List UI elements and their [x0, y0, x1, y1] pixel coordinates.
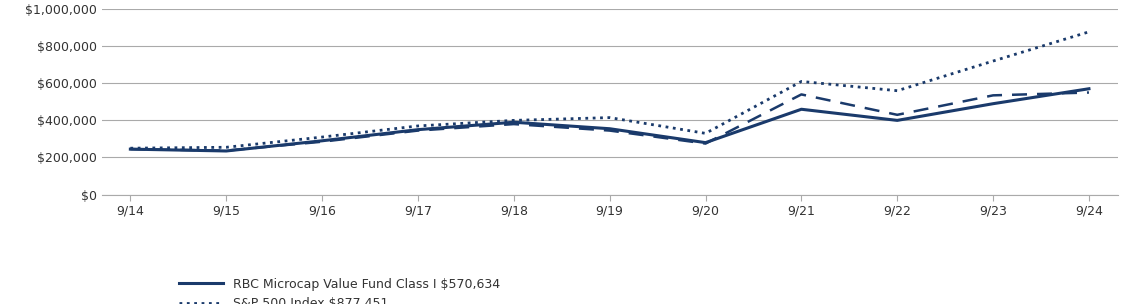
- RBC Microcap Value Fund Class I $570,634: [1083, 87, 1096, 91]
- S&P 500 Index $877,451: [987, 59, 1000, 63]
- Russell Microcap Value Index $550,290: [795, 93, 808, 96]
- Russell Microcap Value Index $550,290: [219, 149, 233, 152]
- RBC Microcap Value Fund Class I $570,634: [315, 139, 329, 143]
- RBC Microcap Value Fund Class I $570,634: [507, 120, 520, 124]
- S&P 500 Index $877,451: [507, 119, 520, 122]
- RBC Microcap Value Fund Class I $570,634: [699, 141, 712, 144]
- S&P 500 Index $877,451: [123, 147, 137, 150]
- Russell Microcap Value Index $550,290: [315, 140, 329, 143]
- Russell Microcap Value Index $550,290: [699, 142, 712, 145]
- Russell Microcap Value Index $550,290: [603, 129, 616, 133]
- RBC Microcap Value Fund Class I $570,634: [795, 107, 808, 111]
- Russell Microcap Value Index $550,290: [507, 122, 520, 126]
- Line: Russell Microcap Value Index $550,290: Russell Microcap Value Index $550,290: [130, 92, 1089, 150]
- Line: S&P 500 Index $877,451: S&P 500 Index $877,451: [130, 32, 1089, 148]
- RBC Microcap Value Fund Class I $570,634: [411, 128, 425, 132]
- S&P 500 Index $877,451: [795, 80, 808, 83]
- Russell Microcap Value Index $550,290: [123, 147, 137, 151]
- S&P 500 Index $877,451: [315, 135, 329, 139]
- S&P 500 Index $877,451: [1083, 30, 1096, 34]
- S&P 500 Index $877,451: [699, 132, 712, 135]
- Line: RBC Microcap Value Fund Class I $570,634: RBC Microcap Value Fund Class I $570,634: [130, 89, 1089, 151]
- RBC Microcap Value Fund Class I $570,634: [603, 127, 616, 130]
- Russell Microcap Value Index $550,290: [987, 94, 1000, 97]
- S&P 500 Index $877,451: [219, 145, 233, 149]
- S&P 500 Index $877,451: [603, 116, 616, 119]
- Russell Microcap Value Index $550,290: [891, 113, 904, 117]
- S&P 500 Index $877,451: [411, 124, 425, 128]
- Russell Microcap Value Index $550,290: [1083, 91, 1096, 94]
- Russell Microcap Value Index $550,290: [411, 129, 425, 133]
- RBC Microcap Value Fund Class I $570,634: [219, 149, 233, 153]
- RBC Microcap Value Fund Class I $570,634: [891, 119, 904, 122]
- RBC Microcap Value Fund Class I $570,634: [123, 147, 137, 151]
- RBC Microcap Value Fund Class I $570,634: [987, 102, 1000, 105]
- Legend: RBC Microcap Value Fund Class I $570,634, S&P 500 Index $877,451, Russell Microc: RBC Microcap Value Fund Class I $570,634…: [180, 278, 500, 304]
- S&P 500 Index $877,451: [891, 89, 904, 92]
